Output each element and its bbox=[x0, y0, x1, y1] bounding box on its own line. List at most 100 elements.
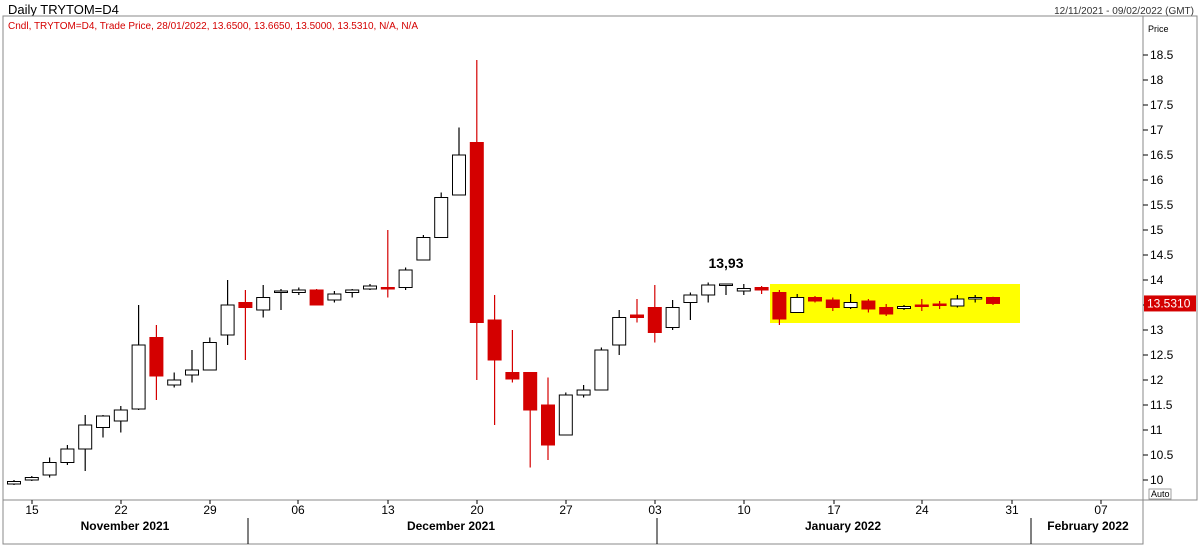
candle bbox=[220, 280, 235, 345]
candle bbox=[380, 230, 395, 298]
plot-frame bbox=[2, 15, 1144, 501]
candle bbox=[274, 289, 288, 310]
y-tick-label: 18.5 bbox=[1150, 48, 1174, 62]
candle bbox=[594, 347, 609, 391]
candle bbox=[363, 284, 377, 290]
candle bbox=[879, 304, 894, 316]
y-tick-label: 14 bbox=[1150, 273, 1164, 287]
candle bbox=[505, 330, 520, 383]
candle-body-up bbox=[434, 197, 449, 238]
auto-scale-button[interactable] bbox=[1148, 488, 1172, 500]
candle bbox=[558, 392, 573, 436]
candle-body-down bbox=[772, 292, 787, 320]
candle bbox=[452, 127, 466, 196]
candle bbox=[291, 287, 306, 295]
candle-body-down bbox=[149, 337, 164, 377]
candle-body-up bbox=[363, 285, 377, 290]
candle-body-up bbox=[131, 344, 146, 410]
candle bbox=[256, 285, 271, 318]
y-tick-label: 16.5 bbox=[1150, 148, 1174, 162]
price-label: Price bbox=[1148, 24, 1169, 34]
y-tick-label: 13 bbox=[1150, 323, 1164, 337]
x-tick-label: 22 bbox=[114, 503, 128, 517]
x-tick-label: 27 bbox=[559, 503, 573, 517]
candle-body-up bbox=[576, 389, 591, 396]
candle bbox=[647, 285, 662, 343]
candle-body-down bbox=[309, 289, 324, 306]
candles bbox=[7, 60, 1000, 485]
candle-body-down bbox=[505, 372, 520, 380]
auto-label: Auto bbox=[1151, 489, 1170, 499]
candle-body-up bbox=[24, 477, 39, 481]
candle-body-up bbox=[202, 342, 217, 371]
month-label: January 2022 bbox=[805, 519, 881, 533]
candle bbox=[968, 295, 983, 303]
candle-body-up bbox=[7, 481, 21, 485]
candle bbox=[576, 385, 591, 398]
y-tick-label: 15.5 bbox=[1150, 198, 1174, 212]
candle bbox=[665, 300, 680, 330]
candle bbox=[42, 457, 57, 478]
month-label: December 2021 bbox=[407, 519, 495, 533]
candle-body-up bbox=[452, 154, 466, 196]
candle-body-down bbox=[754, 287, 769, 291]
candle-body-up bbox=[950, 298, 965, 307]
candle-body-down bbox=[541, 404, 555, 446]
y-tick-label: 12.5 bbox=[1150, 348, 1174, 362]
candle-body-up bbox=[185, 369, 199, 376]
y-tick-label: 10.5 bbox=[1150, 448, 1174, 462]
y-tick-label: 11.5 bbox=[1150, 398, 1173, 412]
candle bbox=[630, 299, 644, 323]
x-tick-label: 10 bbox=[737, 503, 751, 517]
candle bbox=[60, 445, 75, 465]
candle-body-up bbox=[612, 317, 627, 346]
x-tick-label: 13 bbox=[381, 503, 395, 517]
candle bbox=[932, 301, 947, 309]
candle bbox=[131, 305, 146, 410]
candle-body-down bbox=[238, 302, 253, 308]
candle-body-up bbox=[113, 409, 128, 422]
y-tick-label: 11 bbox=[1150, 423, 1163, 437]
candle bbox=[914, 299, 929, 311]
x-tick-label: 31 bbox=[1005, 503, 1019, 517]
candle-body-down bbox=[986, 297, 1000, 304]
candle bbox=[398, 267, 413, 290]
candle-body-down bbox=[808, 297, 822, 302]
candle-body-up bbox=[220, 304, 235, 336]
candle-body-up bbox=[416, 237, 431, 261]
legend-text: Cndl, TRYTOM=D4, Trade Price, 28/01/2022… bbox=[8, 21, 418, 32]
candle-body-down bbox=[879, 307, 894, 315]
candle-body-down bbox=[630, 314, 644, 318]
candle-body-up bbox=[60, 448, 75, 463]
x-tick-label: 06 bbox=[291, 503, 305, 517]
chart-labels: 13,93 13.5310 bbox=[708, 255, 1196, 312]
candle bbox=[843, 294, 858, 309]
y-tick-label: 18 bbox=[1150, 73, 1164, 87]
x-tick-label: 17 bbox=[827, 503, 841, 517]
candle bbox=[113, 406, 128, 433]
candle bbox=[24, 476, 39, 481]
candle-body-up bbox=[736, 288, 751, 292]
candle-body-up bbox=[291, 289, 306, 293]
candle bbox=[202, 337, 217, 371]
candle bbox=[701, 282, 716, 303]
candle bbox=[96, 415, 110, 438]
y-tick-label: 15 bbox=[1150, 223, 1164, 237]
x-tick-label: 24 bbox=[915, 503, 929, 517]
y-tick-label: 17.5 bbox=[1150, 98, 1174, 112]
candle bbox=[416, 235, 431, 261]
month-label: February 2022 bbox=[1047, 519, 1129, 533]
candle bbox=[185, 350, 199, 383]
candle-body-up bbox=[558, 394, 573, 436]
candle-body-up bbox=[96, 415, 110, 428]
last-value-badge bbox=[1144, 295, 1196, 312]
x-tick-label: 29 bbox=[203, 503, 217, 517]
y-tick-label: 12 bbox=[1150, 373, 1164, 387]
candle bbox=[790, 294, 805, 313]
x-tick-label: 15 bbox=[25, 503, 39, 517]
candle-body-up bbox=[42, 462, 57, 476]
candle-body-down bbox=[861, 300, 876, 310]
price-annotation: 13,93 bbox=[708, 255, 743, 271]
